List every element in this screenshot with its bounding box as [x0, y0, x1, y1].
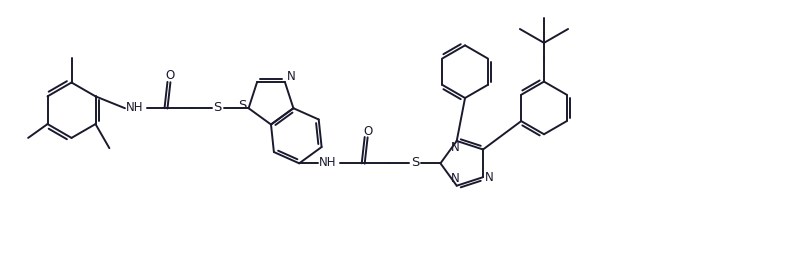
- Text: NH: NH: [319, 156, 337, 169]
- Text: N: N: [484, 171, 494, 184]
- Text: NH: NH: [126, 101, 144, 114]
- Text: O: O: [166, 69, 175, 83]
- Text: S: S: [411, 156, 419, 169]
- Text: N: N: [450, 172, 459, 185]
- Text: O: O: [363, 125, 372, 138]
- Text: S: S: [239, 99, 246, 112]
- Text: N: N: [287, 70, 295, 83]
- Text: S: S: [213, 101, 222, 114]
- Text: N: N: [450, 141, 459, 154]
